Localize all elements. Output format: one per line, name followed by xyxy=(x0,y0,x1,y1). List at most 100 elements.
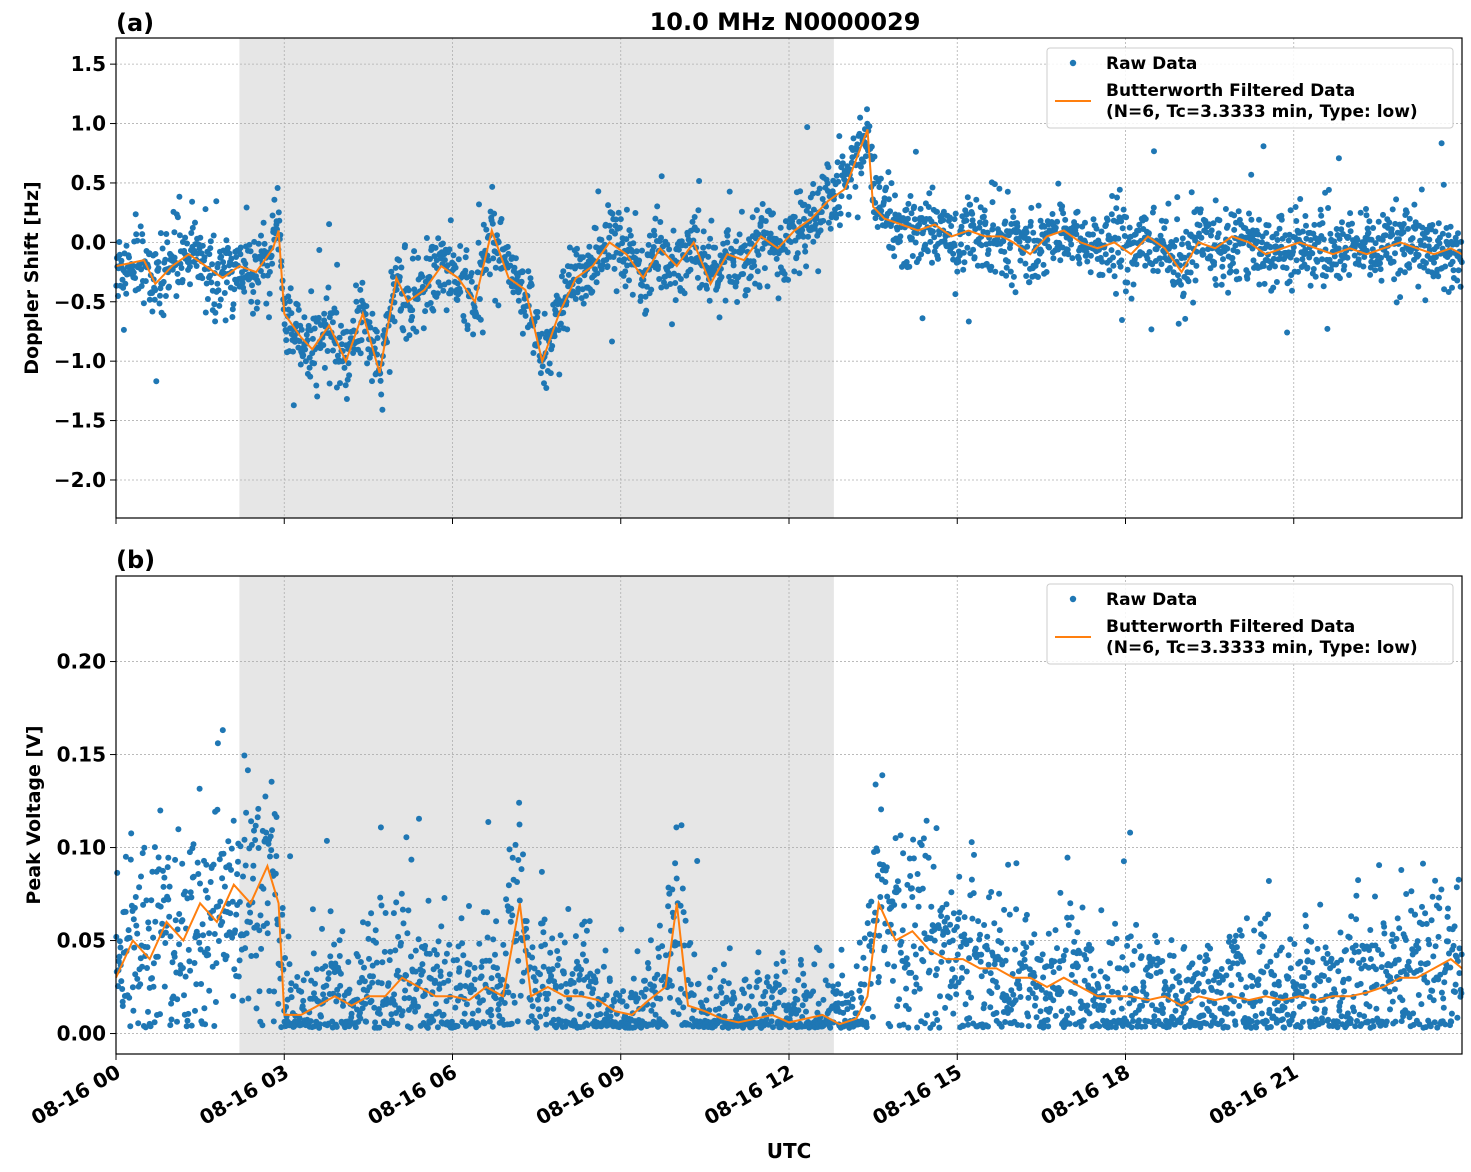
b-raw-point xyxy=(235,973,242,980)
b-raw-point xyxy=(217,898,224,905)
b-raw-point xyxy=(174,1018,180,1025)
a-raw-point xyxy=(906,263,913,270)
a-raw-point xyxy=(1383,250,1390,257)
b-raw-point xyxy=(230,817,237,824)
a-raw-point xyxy=(964,211,970,218)
a-x-tick-marks xyxy=(115,518,1295,524)
b-raw-point xyxy=(370,973,376,980)
b-raw-point xyxy=(1235,971,1242,978)
b-raw-point xyxy=(311,990,317,997)
b-raw-point xyxy=(493,918,500,925)
a-raw-point xyxy=(122,280,129,287)
a-raw-point xyxy=(268,252,275,259)
b-raw-point xyxy=(903,985,910,992)
b-raw-point xyxy=(231,966,238,973)
b-raw-point xyxy=(863,1024,870,1031)
b-raw-point xyxy=(272,870,279,877)
b-raw-point xyxy=(590,986,597,993)
a-raw-point xyxy=(505,250,512,257)
a-shaded-interval xyxy=(239,38,834,518)
a-raw-point xyxy=(1084,258,1091,265)
a-raw-point xyxy=(1182,315,1189,322)
a-raw-point xyxy=(237,251,244,258)
a-raw-point xyxy=(836,204,842,211)
b-raw-point xyxy=(1012,946,1019,953)
a-raw-point xyxy=(174,214,181,221)
a-raw-point xyxy=(313,382,320,389)
b-raw-point xyxy=(357,1009,363,1016)
a-raw-point xyxy=(741,242,748,249)
a-raw-point xyxy=(1365,229,1372,236)
a-raw-point xyxy=(981,207,988,214)
a-raw-point xyxy=(1432,228,1439,235)
b-raw-point xyxy=(287,987,294,993)
b-raw-point xyxy=(200,932,207,939)
b-raw-point xyxy=(1022,916,1029,923)
a-raw-point xyxy=(964,244,971,251)
a-raw-point xyxy=(303,331,310,338)
a-raw-point xyxy=(839,153,846,160)
a-raw-point xyxy=(1212,276,1219,282)
a-raw-point xyxy=(888,180,895,187)
b-raw-point xyxy=(572,933,579,940)
b-raw-point xyxy=(525,1018,532,1025)
b-raw-point xyxy=(881,944,888,951)
b-raw-point xyxy=(1291,941,1298,947)
a-raw-point xyxy=(222,317,229,324)
a-raw-point xyxy=(359,279,366,286)
a-raw-point xyxy=(713,262,720,269)
b-raw-point xyxy=(403,972,410,979)
a-raw-point xyxy=(1393,299,1400,306)
b-raw-point xyxy=(476,940,483,947)
b-raw-point xyxy=(471,986,478,993)
b-raw-point xyxy=(253,952,260,959)
b-raw-point xyxy=(822,977,829,984)
a-raw-point xyxy=(1120,206,1127,213)
a-raw-point xyxy=(151,296,158,303)
b-raw-point xyxy=(369,979,376,986)
a-raw-point xyxy=(1117,263,1124,270)
a-raw-point xyxy=(762,218,769,224)
b-raw-point xyxy=(883,864,890,871)
b-raw-point xyxy=(1116,965,1123,972)
b-raw-point xyxy=(151,1019,158,1026)
a-raw-point xyxy=(447,217,454,224)
a-raw-point xyxy=(139,238,146,245)
b-raw-point xyxy=(682,917,689,924)
a-raw-point xyxy=(1372,240,1379,247)
b-raw-point xyxy=(799,1002,806,1009)
a-raw-point xyxy=(961,259,968,266)
b-raw-point xyxy=(1243,984,1250,991)
b-raw-point xyxy=(187,967,194,974)
a-raw-point xyxy=(1447,223,1454,230)
b-raw-point xyxy=(1097,968,1104,975)
b-raw-point xyxy=(918,945,924,952)
b-raw-point xyxy=(519,978,526,985)
a-raw-point xyxy=(733,279,740,286)
a-raw-point xyxy=(1213,282,1220,288)
b-raw-point xyxy=(385,980,392,987)
a-raw-point xyxy=(1458,238,1465,245)
b-raw-point xyxy=(458,915,465,922)
b-raw-point xyxy=(142,1024,149,1031)
a-raw-point xyxy=(1059,203,1066,210)
a-raw-point xyxy=(990,222,997,229)
a-raw-point xyxy=(1235,208,1242,215)
a-raw-point xyxy=(747,273,754,280)
b-raw-point xyxy=(1170,953,1177,959)
b-raw-point xyxy=(1256,949,1263,955)
a-raw-point xyxy=(965,318,972,325)
a-raw-point xyxy=(1093,225,1100,232)
a-raw-point xyxy=(1406,215,1413,222)
b-raw-point xyxy=(1119,954,1126,961)
a-raw-point xyxy=(229,314,236,320)
a-raw-point xyxy=(1215,230,1222,237)
a-raw-point xyxy=(1083,249,1090,256)
a-raw-point xyxy=(612,216,619,223)
a-raw-point xyxy=(301,314,308,321)
a-raw-point xyxy=(471,304,478,311)
a-panel-label: (a) xyxy=(116,9,154,37)
b-raw-point xyxy=(174,996,181,1003)
b-raw-point xyxy=(1023,944,1030,951)
a-raw-point xyxy=(1174,194,1181,201)
